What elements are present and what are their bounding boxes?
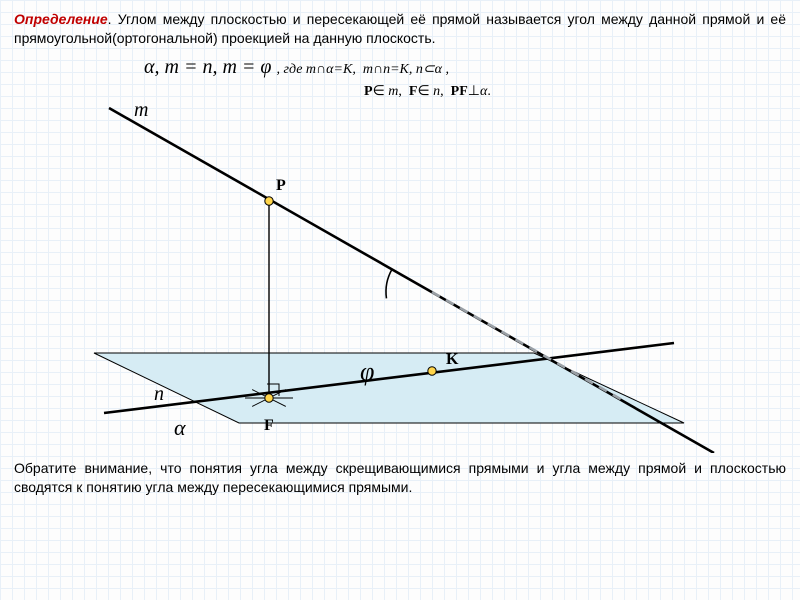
point-P xyxy=(265,197,273,205)
formula-angle: α, m = n, m = φ xyxy=(144,56,271,78)
label-alpha: α xyxy=(174,415,186,441)
label-phi: φ xyxy=(360,357,374,387)
label-m: m xyxy=(134,99,148,122)
footer-note: Обратите внимание, что понятия угла межд… xyxy=(14,459,786,497)
angle-arc-phi xyxy=(386,269,392,298)
plane-alpha xyxy=(94,353,684,423)
label-F: F xyxy=(264,417,274,435)
formula-line2: P∈ m, F∈ n, PF⊥α. xyxy=(364,83,491,100)
point-F xyxy=(265,394,273,402)
diagram: P∈ m, F∈ n, PF⊥α. m P φ K n F α xyxy=(14,83,784,453)
definition-block: Определение. Углом между плоскостью и пе… xyxy=(14,10,786,48)
label-n: n xyxy=(154,383,164,406)
formula-aux: , где m∩α=K, m∩n=K, n⊂α , xyxy=(276,62,448,77)
diagram-svg xyxy=(14,83,784,453)
formula-main: α, m = n, m = φ , где m∩α=K, m∩n=K, n⊂α … xyxy=(144,56,786,79)
definition-body: . Углом между плоскостью и пересекающей … xyxy=(14,11,786,46)
point-K xyxy=(428,367,436,375)
label-P: P xyxy=(276,177,286,195)
definition-title: Определение xyxy=(14,11,108,27)
label-K: K xyxy=(446,351,458,369)
page-content: Определение. Углом между плоскостью и пе… xyxy=(0,0,800,507)
